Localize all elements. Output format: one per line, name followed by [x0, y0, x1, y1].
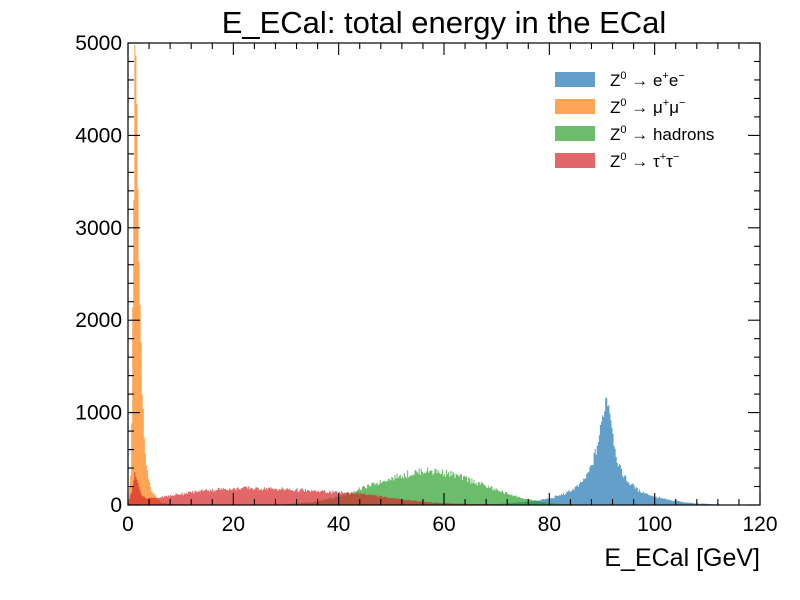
legend: Z0 → e+e− Z0 → μ+μ− Z0 → hadrons Z0 → τ+τ− [555, 70, 714, 171]
x-tick-label: 80 [538, 513, 561, 536]
x-tick-label: 0 [122, 513, 134, 536]
tick-labels: 0 20 40 60 80 100 120 0 1000 2000 3000 4000 5000 [75, 32, 777, 536]
histogram-series-0 [128, 397, 760, 505]
x-axis-label: E_ECal [GeV] [604, 544, 760, 572]
x-tick-label: 60 [432, 513, 455, 536]
y-tick-label: 3000 [75, 217, 122, 240]
legend-swatch-2 [555, 126, 595, 141]
legend-swatch-3 [555, 153, 595, 168]
plot-frame [127, 42, 761, 506]
chart-title: E_ECal: total energy in the ECal [222, 5, 667, 40]
legend-label-2: Z0 → hadrons [610, 124, 714, 144]
legend-label-1: Z0 → μ+μ− [610, 97, 685, 117]
axis-ticks [127, 42, 761, 506]
y-tick-label: 0 [110, 494, 122, 517]
x-tick-label: 100 [637, 513, 672, 536]
legend-label-3: Z0 → τ+τ− [610, 151, 679, 171]
legend-swatch-1 [555, 99, 595, 114]
y-tick-label: 2000 [75, 309, 122, 332]
legend-label-0: Z0 → e+e− [610, 70, 685, 90]
y-tick-label: 4000 [75, 124, 122, 147]
legend-swatch-0 [555, 72, 595, 87]
x-tick-label: 120 [742, 513, 777, 536]
y-tick-label: 5000 [75, 32, 122, 55]
histogram-series-2 [128, 467, 760, 505]
histogram-series-3 [128, 472, 760, 505]
y-tick-label: 1000 [75, 402, 122, 425]
histogram-series-1 [128, 44, 760, 505]
plot-area [128, 44, 760, 505]
x-tick-label: 20 [222, 513, 245, 536]
x-tick-label: 40 [327, 513, 350, 536]
